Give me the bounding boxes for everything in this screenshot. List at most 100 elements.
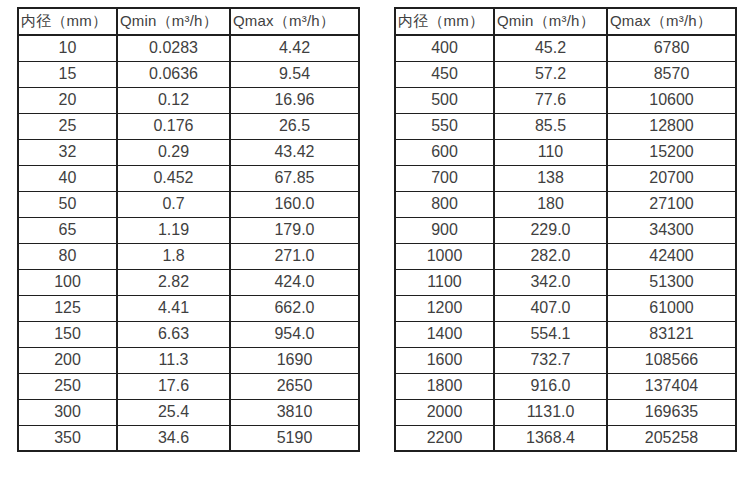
table-cell: 662.0: [230, 295, 359, 321]
table-cell: 15: [18, 61, 117, 87]
table-row: 20001131.0169635: [395, 399, 736, 425]
table-row: 40045.26780: [395, 35, 736, 61]
table-row: 50077.610600: [395, 87, 736, 113]
column-header-qmax: Qmax（m³/h）: [230, 8, 359, 35]
table-cell: 200: [18, 347, 117, 373]
table-cell: 40: [18, 165, 117, 191]
table-cell: 1000: [395, 243, 494, 269]
table-row: 60011015200: [395, 139, 736, 165]
table-cell: 43.42: [230, 139, 359, 165]
table-row: 35034.65190: [18, 425, 359, 451]
column-header-inner-diameter: 内径（mm）: [18, 8, 117, 35]
header-row: 内径（mm） Qmin（m³/h） Qmax（m³/h）: [18, 8, 359, 35]
table-row: 1254.41662.0: [18, 295, 359, 321]
table-cell: 108566: [607, 347, 736, 373]
table-cell: 25: [18, 113, 117, 139]
column-header-inner-diameter: 内径（mm）: [395, 8, 494, 35]
table-cell: 1.19: [117, 217, 230, 243]
table-cell: 110: [494, 139, 607, 165]
table-row: 1600732.7108566: [395, 347, 736, 373]
table-cell: 2200: [395, 425, 494, 451]
table-cell: 0.176: [117, 113, 230, 139]
table-cell: 1600: [395, 347, 494, 373]
table-row: 1000282.042400: [395, 243, 736, 269]
table-cell: 57.2: [494, 61, 607, 87]
table-cell: 67.85: [230, 165, 359, 191]
table-cell: 65: [18, 217, 117, 243]
table-cell: 6.63: [117, 321, 230, 347]
table-cell: 300: [18, 399, 117, 425]
table-cell: 1800: [395, 373, 494, 399]
table-cell: 205258: [607, 425, 736, 451]
table-cell: 50: [18, 191, 117, 217]
table-cell: 17.6: [117, 373, 230, 399]
table-cell: 34.6: [117, 425, 230, 451]
table-row: 45057.28570: [395, 61, 736, 87]
table-cell: 1368.4: [494, 425, 607, 451]
table-cell: 32: [18, 139, 117, 165]
table-cell: 125: [18, 295, 117, 321]
table-cell: 732.7: [494, 347, 607, 373]
table-cell: 550: [395, 113, 494, 139]
table-cell: 77.6: [494, 87, 607, 113]
table-row: 250.17626.5: [18, 113, 359, 139]
table-cell: 229.0: [494, 217, 607, 243]
table-cell: 137404: [607, 373, 736, 399]
table-cell: 20700: [607, 165, 736, 191]
column-header-qmin: Qmin（m³/h）: [117, 8, 230, 35]
table-row: 20011.31690: [18, 347, 359, 373]
table-row: 1506.63954.0: [18, 321, 359, 347]
table-cell: 100: [18, 269, 117, 295]
table-body: 100.02834.42150.06369.54200.1216.96250.1…: [18, 35, 359, 451]
table-row: 1002.82424.0: [18, 269, 359, 295]
table-cell: 4.41: [117, 295, 230, 321]
table-cell: 160.0: [230, 191, 359, 217]
table-cell: 34300: [607, 217, 736, 243]
table-row: 1800916.0137404: [395, 373, 736, 399]
table-cell: 25.4: [117, 399, 230, 425]
table-row: 70013820700: [395, 165, 736, 191]
table-row: 1100342.051300: [395, 269, 736, 295]
table-cell: 1.8: [117, 243, 230, 269]
table-cell: 10: [18, 35, 117, 61]
table-row: 801.8271.0: [18, 243, 359, 269]
table-body: 40045.2678045057.2857050077.61060055085.…: [395, 35, 736, 451]
table-row: 30025.43810: [18, 399, 359, 425]
table-cell: 6780: [607, 35, 736, 61]
table-row: 320.2943.42: [18, 139, 359, 165]
table-row: 200.1216.96: [18, 87, 359, 113]
table-row: 500.7160.0: [18, 191, 359, 217]
table-cell: 169635: [607, 399, 736, 425]
header-row: 内径（mm） Qmin（m³/h） Qmax（m³/h）: [395, 8, 736, 35]
table-cell: 407.0: [494, 295, 607, 321]
table-cell: 250: [18, 373, 117, 399]
spec-tables-container: 内径（mm） Qmin（m³/h） Qmax（m³/h） 100.02834.4…: [17, 7, 737, 452]
table-cell: 0.12: [117, 87, 230, 113]
table-cell: 85.5: [494, 113, 607, 139]
table-cell: 500: [395, 87, 494, 113]
table-cell: 20: [18, 87, 117, 113]
table-row: 150.06369.54: [18, 61, 359, 87]
table-cell: 0.0636: [117, 61, 230, 87]
table-cell: 9.54: [230, 61, 359, 87]
table-cell: 179.0: [230, 217, 359, 243]
table-header: 内径（mm） Qmin（m³/h） Qmax（m³/h）: [395, 8, 736, 35]
table-cell: 8570: [607, 61, 736, 87]
table-cell: 150: [18, 321, 117, 347]
table-cell: 0.452: [117, 165, 230, 191]
table-cell: 1200: [395, 295, 494, 321]
table-cell: 5190: [230, 425, 359, 451]
table-cell: 26.5: [230, 113, 359, 139]
column-header-qmin: Qmin（m³/h）: [494, 8, 607, 35]
table-cell: 0.0283: [117, 35, 230, 61]
table-row: 400.45267.85: [18, 165, 359, 191]
table-cell: 554.1: [494, 321, 607, 347]
column-header-qmax: Qmax（m³/h）: [607, 8, 736, 35]
table-row: 1400554.183121: [395, 321, 736, 347]
table-cell: 61000: [607, 295, 736, 321]
table-cell: 350: [18, 425, 117, 451]
table-cell: 1100: [395, 269, 494, 295]
table-cell: 2650: [230, 373, 359, 399]
table-row: 100.02834.42: [18, 35, 359, 61]
table-cell: 600: [395, 139, 494, 165]
